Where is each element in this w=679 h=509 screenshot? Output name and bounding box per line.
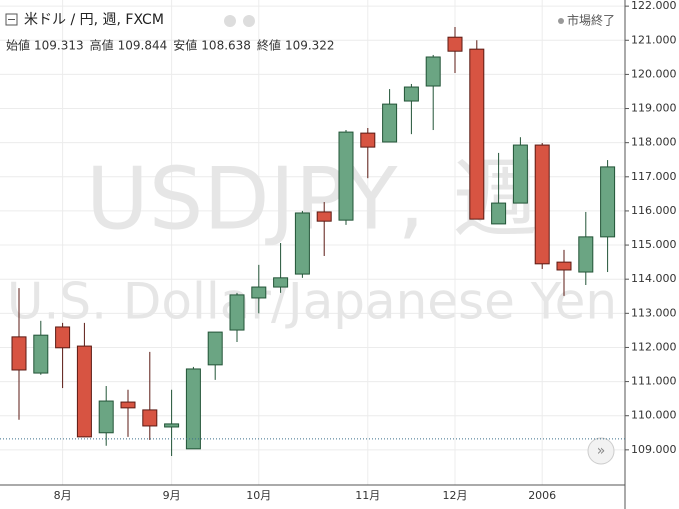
candle-body bbox=[600, 166, 616, 238]
legend-label: 高値 bbox=[90, 38, 114, 53]
x-tick-label: 12月 bbox=[443, 489, 468, 502]
x-tick-label: 2006 bbox=[528, 489, 556, 502]
candle-body bbox=[207, 331, 223, 366]
watermark-description: U.S. Dollar/Japanese Yen bbox=[7, 273, 617, 331]
symbol-title[interactable]: 米ドル / 円, 週, FXCM bbox=[24, 12, 164, 28]
candle-body bbox=[142, 409, 158, 427]
ohlc-legend: 始値 109.313 高値 109.844 安値 108.638 終値 109.322 bbox=[6, 38, 335, 53]
y-tick-label: 117.000 bbox=[631, 170, 677, 183]
candle-body bbox=[273, 277, 289, 288]
remove-icon[interactable] bbox=[243, 15, 255, 27]
y-tick-label: 122.000 bbox=[631, 0, 677, 12]
candle-body bbox=[403, 86, 419, 102]
legend-value: 108.638 bbox=[201, 39, 251, 53]
x-tick-label: 10月 bbox=[246, 489, 271, 502]
candle-body bbox=[534, 144, 550, 265]
y-tick-label: 115.000 bbox=[631, 238, 677, 251]
y-tick-label: 111.000 bbox=[631, 375, 677, 388]
candle-body bbox=[251, 286, 267, 299]
candle-body bbox=[469, 48, 485, 220]
candle-body bbox=[33, 334, 49, 374]
x-tick-label: 8月 bbox=[54, 489, 72, 502]
candle-body bbox=[164, 423, 180, 428]
candle-body bbox=[120, 401, 136, 409]
y-tick-label: 110.000 bbox=[631, 409, 677, 422]
candle-body bbox=[556, 261, 572, 271]
candle-body bbox=[11, 336, 27, 371]
candle-body bbox=[447, 36, 463, 52]
candle-body bbox=[512, 144, 528, 204]
watermark-symbol: USDJPY, 週 bbox=[86, 149, 538, 249]
candles bbox=[11, 26, 616, 456]
y-tick-label: 116.000 bbox=[631, 204, 677, 217]
legend-value: 109.322 bbox=[285, 39, 335, 53]
settings-icon[interactable] bbox=[224, 15, 236, 27]
x-tick-label: 11月 bbox=[355, 489, 380, 502]
status-dot bbox=[558, 18, 564, 24]
legend-value: 109.313 bbox=[34, 39, 84, 53]
y-tick-label: 119.000 bbox=[631, 102, 677, 115]
y-tick-label: 120.000 bbox=[631, 67, 677, 80]
scroll-button-icon[interactable]: » bbox=[597, 443, 606, 459]
candle-body bbox=[578, 236, 594, 273]
candle-body bbox=[229, 294, 245, 331]
candle-body bbox=[491, 202, 507, 225]
market-status: 市場終了 bbox=[567, 13, 615, 28]
candle-body bbox=[425, 56, 441, 87]
collapse-icon[interactable] bbox=[5, 13, 18, 26]
candle-body bbox=[76, 345, 92, 438]
candle-body bbox=[294, 212, 310, 275]
candle-body bbox=[185, 368, 201, 450]
y-tick-label: 118.000 bbox=[631, 136, 677, 149]
y-tick-label: 109.000 bbox=[631, 443, 677, 456]
candle-body bbox=[98, 400, 114, 434]
candle-body bbox=[55, 326, 71, 349]
grid bbox=[0, 0, 625, 485]
y-tick-label: 112.000 bbox=[631, 340, 677, 353]
candle-body bbox=[360, 132, 376, 148]
scroll-button[interactable] bbox=[587, 437, 615, 465]
y-tick-label: 114.000 bbox=[631, 272, 677, 285]
legend-label: 終値 bbox=[257, 38, 281, 53]
y-tick-label: 113.000 bbox=[631, 306, 677, 319]
legend-label: 安値 bbox=[173, 38, 197, 53]
candle-body bbox=[338, 131, 354, 221]
y-tick-label: 121.000 bbox=[631, 33, 677, 46]
candle-body bbox=[316, 211, 332, 222]
legend-label: 始値 bbox=[6, 38, 30, 53]
x-tick-label: 9月 bbox=[163, 489, 181, 502]
legend-value: 109.844 bbox=[118, 39, 168, 53]
candle-body bbox=[382, 103, 398, 143]
